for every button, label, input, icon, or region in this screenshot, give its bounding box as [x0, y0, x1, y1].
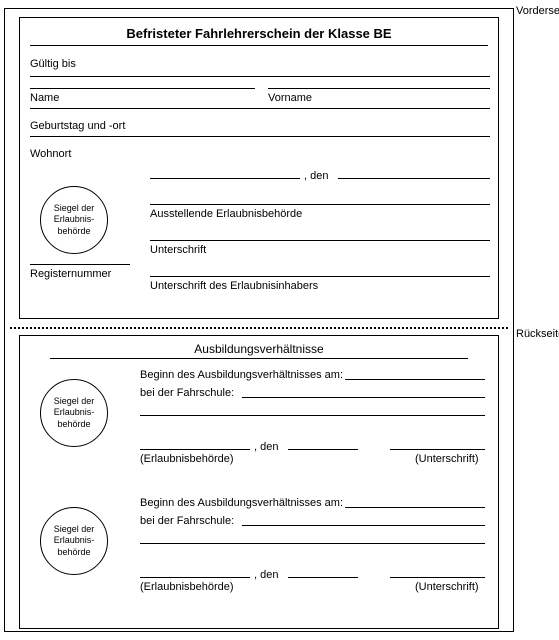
label-beginn: Beginn des Ausbildungsverhältnisses am: — [140, 369, 343, 381]
front-card: Befristeter Fahrlehrerschein der Klasse … — [19, 17, 499, 319]
underline — [30, 76, 490, 77]
underline — [242, 525, 485, 526]
label-registernummer: Registernummer — [30, 268, 111, 280]
label-fahrschule: bei der Fahrschule: — [140, 387, 234, 399]
underline — [30, 264, 130, 265]
side-label-back: Rückseite — [516, 328, 559, 340]
label-beginn: Beginn des Ausbildungsverhältnisses am: — [140, 497, 343, 509]
seal-front: Siegel der Erlaubnis- behörde — [40, 186, 108, 254]
underline — [288, 449, 358, 450]
underline — [140, 577, 250, 578]
underline — [150, 204, 490, 205]
label-wohnort: Wohnort — [30, 148, 71, 160]
underline — [338, 178, 490, 179]
underline — [140, 415, 485, 416]
seal-line3: behörde — [57, 419, 90, 430]
label-erlaubnisbehoerde: (Erlaubnisbehörde) — [140, 453, 234, 465]
underline — [345, 507, 485, 508]
label-unterschrift: (Unterschrift) — [415, 453, 479, 465]
training-entry-1: Siegel der Erlaubnis- behörde Beginn des… — [20, 359, 498, 487]
label-vorname: Vorname — [268, 92, 312, 104]
seal-line1: Siegel der — [54, 203, 95, 214]
seal-line3: behörde — [57, 226, 90, 237]
seal-line3: behörde — [57, 547, 90, 558]
document-wrapper: Vorderseite Rückseite Befristeter Fahrle… — [0, 0, 559, 640]
underline — [345, 379, 485, 380]
seal-back-2: Siegel der Erlaubnis- behörde — [40, 507, 108, 575]
seal-line2: Erlaubnis- — [54, 214, 95, 225]
label-erlaubnisbehoerde: (Erlaubnisbehörde) — [140, 581, 234, 593]
label-fahrschule: bei der Fahrschule: — [140, 515, 234, 527]
label-gueltig-bis: Gültig bis — [30, 58, 76, 70]
back-card: Ausbildungsverhältnisse Siegel der Erlau… — [19, 335, 499, 629]
underline — [140, 449, 250, 450]
front-title: Befristeter Fahrlehrerschein der Klasse … — [20, 18, 498, 45]
seal-line1: Siegel der — [54, 524, 95, 535]
label-geburt: Geburtstag und -ort — [30, 120, 125, 132]
training-entry-2: Siegel der Erlaubnis- behörde Beginn des… — [20, 487, 498, 615]
underline — [150, 178, 300, 179]
underline — [288, 577, 358, 578]
underline — [30, 136, 490, 137]
label-den: , den — [254, 441, 278, 453]
label-unterschrift-inhaber: Unterschrift des Erlaubnisinhabers — [150, 280, 318, 292]
dotted-separator — [10, 327, 508, 329]
underline — [30, 108, 490, 109]
seal-line2: Erlaubnis- — [54, 535, 95, 546]
underline — [140, 543, 485, 544]
label-den: , den — [304, 170, 328, 182]
underline — [150, 240, 490, 241]
seal-line2: Erlaubnis- — [54, 407, 95, 418]
label-unterschrift: (Unterschrift) — [415, 581, 479, 593]
label-ausstellende: Ausstellende Erlaubnisbehörde — [150, 208, 302, 220]
underline — [268, 88, 490, 89]
underline — [390, 449, 485, 450]
seal-line1: Siegel der — [54, 396, 95, 407]
label-unterschrift: Unterschrift — [150, 244, 206, 256]
underline — [30, 88, 255, 89]
underline — [242, 397, 485, 398]
side-label-front: Vorderseite — [516, 5, 559, 17]
underline — [390, 577, 485, 578]
label-name: Name — [30, 92, 59, 104]
seal-back-1: Siegel der Erlaubnis- behörde — [40, 379, 108, 447]
outer-frame: Befristeter Fahrlehrerschein der Klasse … — [4, 8, 514, 632]
underline — [150, 276, 490, 277]
back-title: Ausbildungsverhältnisse — [20, 336, 498, 358]
label-den: , den — [254, 569, 278, 581]
